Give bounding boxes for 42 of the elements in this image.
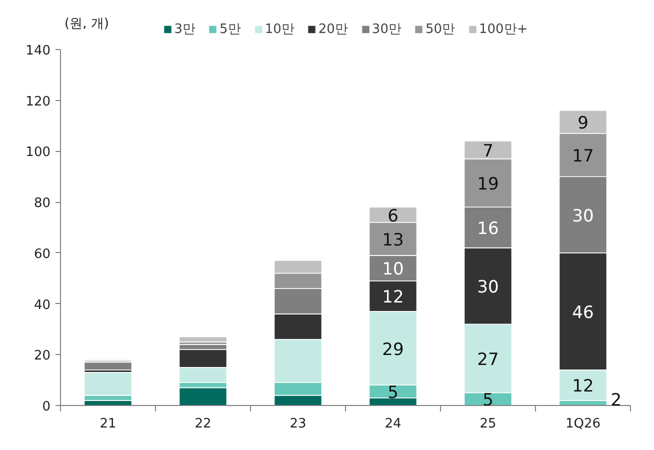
legend-label: 3만 (174, 21, 196, 38)
data-label: 10 (382, 260, 404, 280)
x-tick-label: 25 (480, 416, 496, 432)
y-tick-label: 100 (26, 145, 51, 160)
data-label: 2 (610, 390, 622, 410)
y-axis-title: (원, 개) (64, 16, 109, 32)
legend-label: 5만 (220, 21, 241, 38)
data-label: 12 (572, 376, 594, 397)
data-label: 7 (482, 141, 494, 162)
y-tick-label: 0 (42, 400, 51, 414)
legend-label: 100만+ (479, 21, 528, 38)
y-tick-label: 40 (34, 298, 51, 313)
data-label: 9 (578, 113, 588, 134)
legend-label: 20만 (318, 21, 348, 38)
x-tick-label: 21 (100, 416, 116, 432)
data-label: 19 (477, 174, 499, 194)
data-label: 30 (572, 206, 594, 226)
x-tick-label: 22 (194, 416, 212, 432)
x-tick-label: 23 (290, 416, 306, 432)
bar (84, 362, 132, 370)
x-tick-label: 24 (384, 416, 402, 432)
y-tick-label: 20 (34, 348, 51, 364)
y-tick-label: 140 (26, 43, 51, 58)
y-tick-label: 60 (34, 246, 51, 262)
legend-label: 50만 (425, 21, 456, 38)
bar (178, 336, 228, 342)
data-label: 5 (482, 390, 494, 411)
y-tick-label: 120 (26, 94, 51, 110)
data-label: 29 (382, 340, 404, 360)
y-tick-label: 80 (34, 196, 51, 212)
data-label: 46 (572, 302, 594, 323)
x-tick-label: 1Q26 (565, 416, 601, 432)
bar (178, 387, 228, 406)
data-label: 16 (477, 218, 499, 239)
data-label: 6 (388, 206, 398, 226)
legend-label: 30만 (372, 21, 402, 38)
data-label: 17 (572, 146, 594, 166)
data-label: 27 (477, 350, 499, 370)
data-label: 12 (382, 288, 404, 308)
data-label: 30 (477, 277, 499, 298)
legend-label: 10만 (264, 21, 294, 38)
data-label: 13 (382, 230, 404, 250)
